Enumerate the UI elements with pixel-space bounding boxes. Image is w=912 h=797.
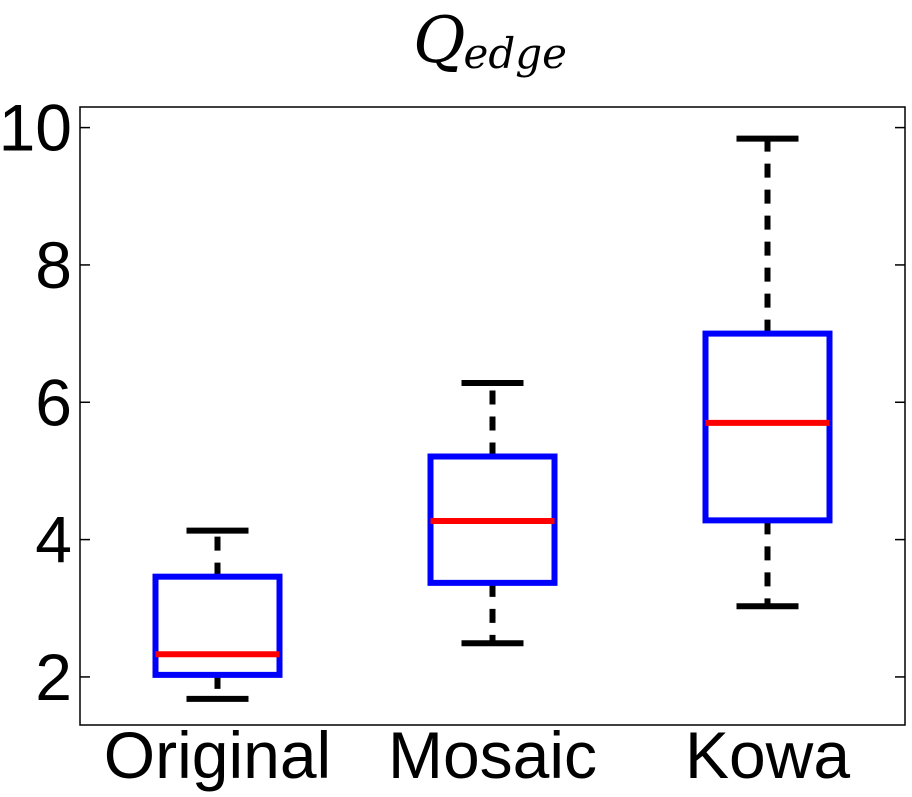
x-category-label: Kowa <box>685 718 850 792</box>
y-tick-label: 2 <box>35 640 72 714</box>
interquartile-box <box>152 573 283 678</box>
chart-title-subscript: edge <box>463 29 566 78</box>
y-tick-label: 10 <box>0 91 72 165</box>
y-axis-ticks <box>80 126 905 678</box>
box-group-original <box>152 527 283 702</box>
interquartile-box <box>702 330 833 524</box>
box-group-kowa <box>702 135 833 610</box>
y-tick-label: 4 <box>35 503 72 577</box>
plot-area-frame <box>79 106 906 726</box>
y-tick-label: 6 <box>35 365 72 439</box>
chart-title: Qedge <box>413 4 567 78</box>
boxes-layer <box>152 135 833 702</box>
y-tick-label: 8 <box>35 228 72 302</box>
box-group-mosaic <box>427 380 558 647</box>
y-axis-tick-labels: 2 4 6 8 10 <box>0 91 72 714</box>
x-axis-category-labels: Original Mosaic Kowa <box>104 718 851 792</box>
x-category-label: Mosaic <box>388 718 597 792</box>
chart-title-main: Q <box>413 4 465 78</box>
x-category-label: Original <box>104 718 331 792</box>
